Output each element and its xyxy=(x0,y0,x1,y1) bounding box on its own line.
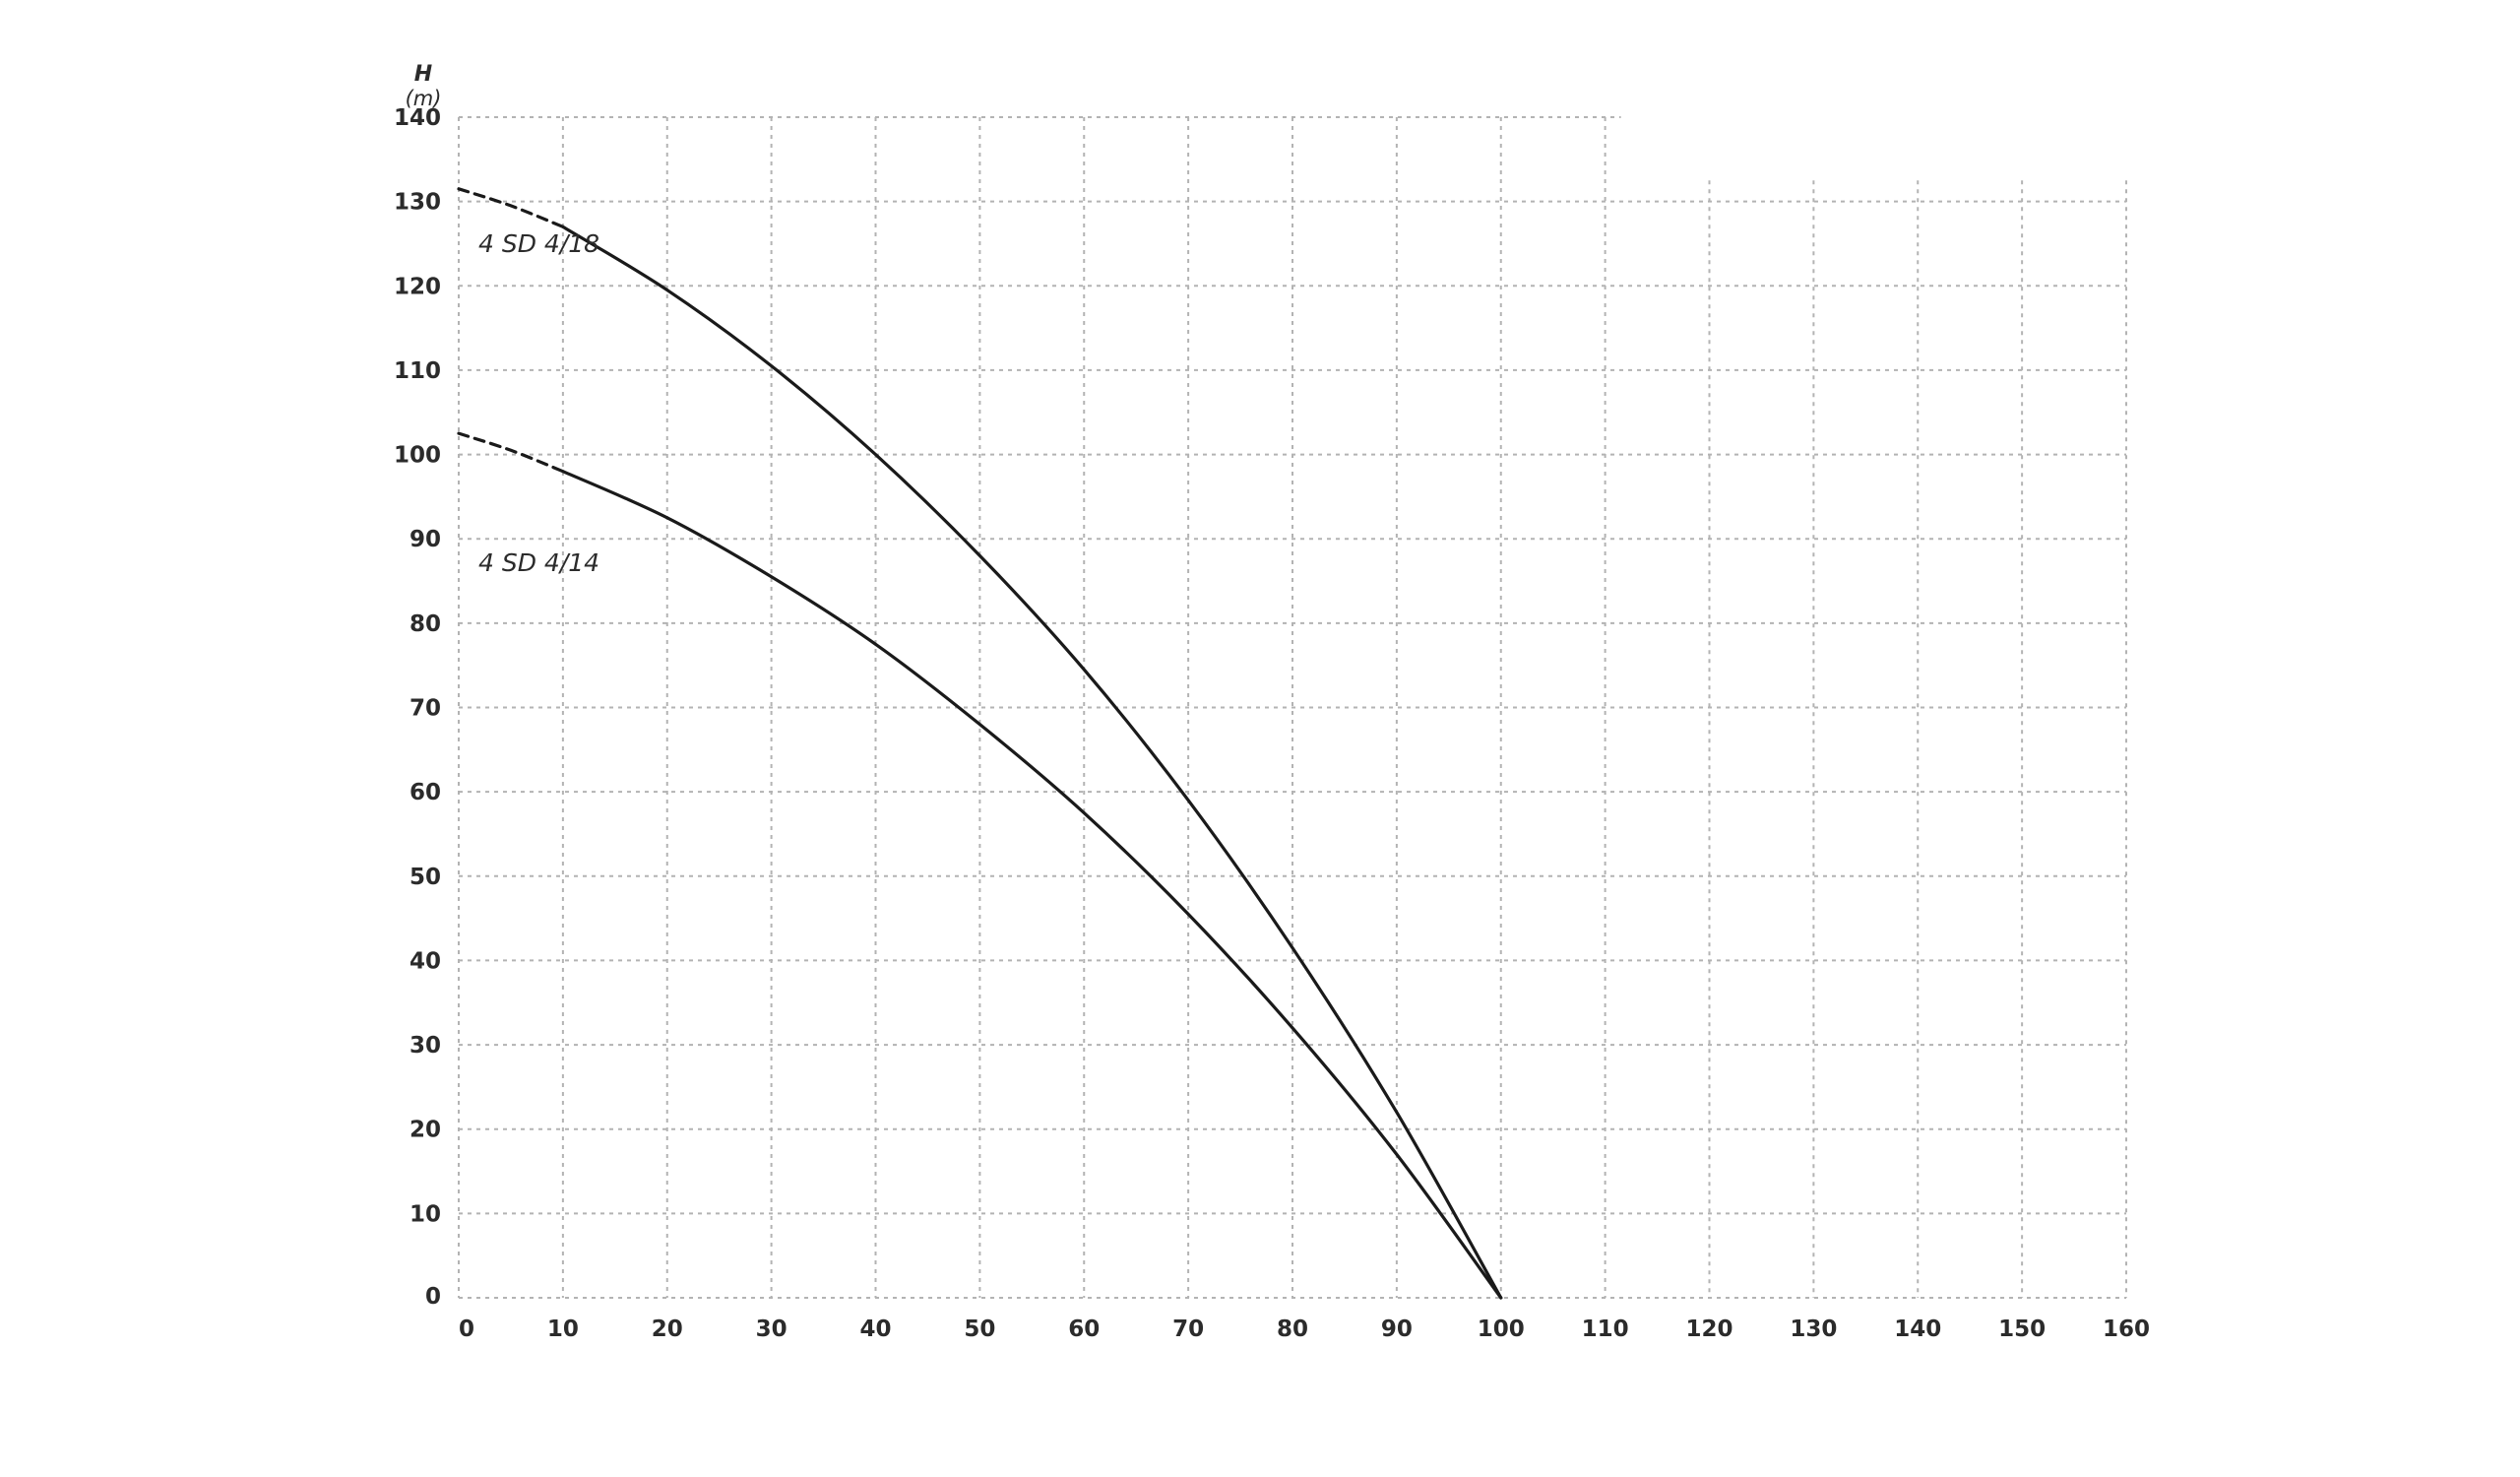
series-curves xyxy=(457,187,1503,1300)
x-tick-60: 60 xyxy=(1068,1316,1100,1342)
y-tick-140: 140 xyxy=(394,105,441,131)
x-tick-140: 140 xyxy=(1894,1316,1941,1342)
y-tick-60: 60 xyxy=(410,780,441,805)
x-tick-labels: 0 10 20 30 40 50 60 70 80 90 100 110 120 130 140 150 160 xyxy=(459,1316,2150,1342)
y-tick-0: 0 xyxy=(425,1284,441,1310)
series-label-4sd414: 4 SD 4/14 xyxy=(478,548,599,577)
y-tick-70: 70 xyxy=(410,696,441,722)
series-0-line xyxy=(561,225,1503,1300)
y-tick-130: 130 xyxy=(394,190,441,216)
y-tick-20: 20 xyxy=(410,1118,441,1143)
y-tick-80: 80 xyxy=(410,611,441,637)
y-tick-30: 30 xyxy=(410,1033,441,1059)
x-tick-70: 70 xyxy=(1172,1316,1204,1342)
x-tick-90: 90 xyxy=(1381,1316,1413,1342)
y-tick-120: 120 xyxy=(394,274,441,299)
x-tick-10: 10 xyxy=(547,1316,579,1342)
y-tick-90: 90 xyxy=(410,527,441,552)
x-tick-0: 0 xyxy=(459,1316,474,1342)
x-tick-110: 110 xyxy=(1582,1316,1629,1342)
y-tick-100: 100 xyxy=(394,443,441,469)
grid-lines xyxy=(458,116,2127,1299)
x-tick-20: 20 xyxy=(652,1316,683,1342)
y-tick-50: 50 xyxy=(410,865,441,890)
x-tick-120: 120 xyxy=(1685,1316,1732,1342)
x-tick-50: 50 xyxy=(964,1316,995,1342)
series-0-dashed-segment xyxy=(457,187,565,228)
y-axis-title: H xyxy=(414,62,432,87)
x-tick-150: 150 xyxy=(1998,1316,2046,1342)
y-tick-110: 110 xyxy=(394,358,441,384)
series-label-4sd418: 4 SD 4/18 xyxy=(478,229,599,258)
y-axis-unit: (m) xyxy=(406,87,442,110)
x-tick-80: 80 xyxy=(1277,1316,1308,1342)
y-tick-labels: 0 10 20 30 40 50 60 70 80 90 100 110 120 130 140 xyxy=(394,105,441,1310)
series-1-line xyxy=(561,470,1503,1300)
x-tick-40: 40 xyxy=(859,1316,891,1342)
x-tick-130: 130 xyxy=(1790,1316,1837,1342)
series-1-dashed-segment xyxy=(457,431,565,474)
y-tick-40: 40 xyxy=(410,948,441,974)
x-tick-100: 100 xyxy=(1478,1316,1525,1342)
x-tick-30: 30 xyxy=(756,1316,788,1342)
x-tick-160: 160 xyxy=(2103,1316,2150,1342)
y-tick-10: 10 xyxy=(410,1201,441,1227)
